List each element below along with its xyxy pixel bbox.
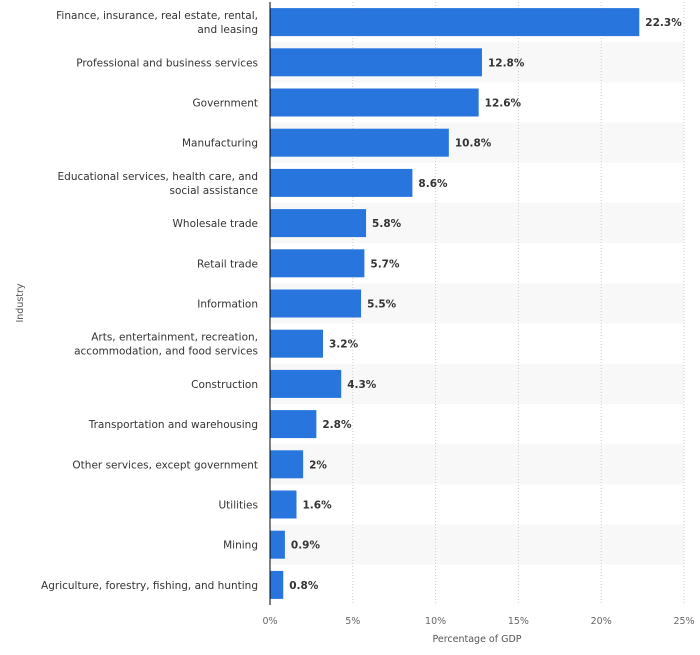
bar	[270, 530, 285, 559]
bar	[270, 88, 479, 117]
bar	[270, 209, 367, 238]
category-label: Construction	[191, 379, 258, 391]
bar	[270, 329, 323, 358]
category-label: Utilities	[218, 500, 258, 512]
data-label: 0.8%	[289, 580, 319, 592]
data-label: 4.3%	[347, 379, 377, 391]
category-label: Mining	[223, 540, 258, 552]
category-label: Government	[193, 98, 258, 110]
category-label: Wholesale trade	[173, 218, 258, 230]
x-tick-label: 15%	[508, 616, 529, 627]
category-label: Information	[197, 299, 258, 311]
bar	[270, 8, 640, 37]
row-band	[270, 444, 684, 485]
row-band	[270, 524, 684, 565]
category-label: Professional and business services	[76, 57, 258, 69]
category-label: Agriculture, forestry, fishing, and hunt…	[41, 580, 258, 592]
bar	[270, 490, 297, 519]
x-tick-label: 25%	[673, 616, 694, 627]
bar	[270, 168, 413, 197]
category-label: Manufacturing	[182, 138, 258, 150]
bar	[270, 128, 449, 157]
category-label: Finance, insurance, real estate, rental,…	[56, 10, 258, 36]
data-label: 5.7%	[370, 258, 400, 270]
bar	[270, 369, 342, 398]
data-label: 2%	[309, 459, 327, 471]
data-label: 12.8%	[488, 57, 525, 69]
category-label: Educational services, health care, and so…	[58, 171, 258, 197]
x-tick-label: 0%	[262, 616, 277, 627]
bar	[270, 450, 304, 479]
data-label: 3.2%	[329, 339, 359, 351]
y-axis-label: Industry	[15, 283, 26, 322]
bar	[270, 249, 365, 278]
x-tick-label: 10%	[425, 616, 446, 627]
category-label: Other services, except government	[72, 459, 258, 471]
category-label: Retail trade	[197, 258, 258, 270]
x-tick-label: 20%	[591, 616, 612, 627]
data-label: 1.6%	[302, 500, 332, 512]
bar	[270, 48, 482, 77]
data-label: 12.6%	[485, 98, 522, 110]
data-label: 2.8%	[322, 419, 352, 431]
x-tick-label: 5%	[345, 616, 360, 627]
bar	[270, 410, 317, 439]
bar	[270, 289, 362, 318]
data-label: 22.3%	[645, 17, 682, 29]
data-label: 8.6%	[418, 178, 448, 190]
bar	[270, 570, 284, 599]
category-label: Transportation and warehousing	[88, 419, 258, 431]
data-label: 10.8%	[455, 138, 492, 150]
category-label: Arts, entertainment, recreation, accommod…	[74, 332, 258, 358]
data-label: 5.5%	[367, 299, 397, 311]
x-axis-label: Percentage of GDP	[432, 634, 521, 645]
data-label: 0.9%	[291, 540, 321, 552]
data-label: 5.8%	[372, 218, 402, 230]
